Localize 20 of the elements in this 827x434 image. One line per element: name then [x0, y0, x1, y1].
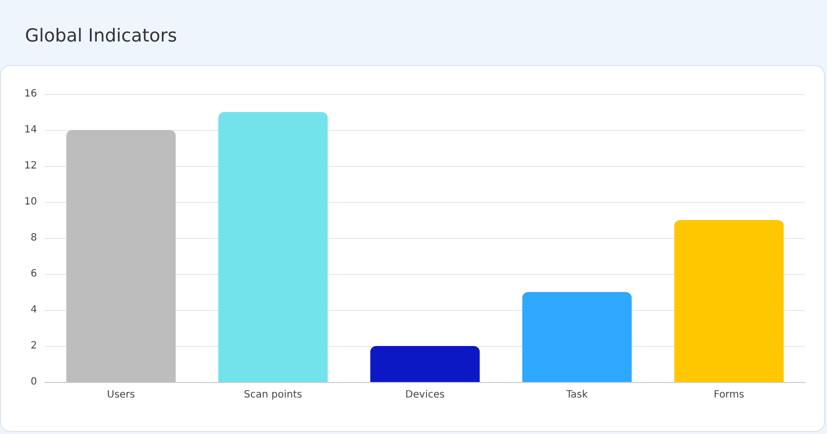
x-tick-label: Users	[106, 390, 136, 400]
y-tick-label: 4	[30, 304, 37, 316]
y-tick-label: 6	[30, 268, 37, 280]
x-tick-label: Task	[565, 390, 588, 400]
y-tick-label: 10	[24, 196, 37, 208]
bar	[218, 112, 328, 382]
y-tick-label: 2	[30, 340, 37, 352]
y-tick-label: 8	[30, 232, 37, 244]
chart-title: Global Indicators	[25, 26, 178, 46]
y-tick-label: 12	[24, 160, 37, 172]
bar	[370, 346, 480, 382]
bar	[522, 292, 632, 382]
y-tick-label: 16	[24, 88, 37, 100]
x-tick-label: Forms	[714, 390, 744, 400]
bar	[674, 220, 784, 382]
y-tick-label: 14	[24, 124, 37, 136]
x-tick-label: Scan points	[244, 390, 302, 400]
bar	[66, 130, 176, 382]
x-tick-label: Devices	[405, 390, 445, 400]
y-tick-label: 0	[30, 376, 37, 388]
